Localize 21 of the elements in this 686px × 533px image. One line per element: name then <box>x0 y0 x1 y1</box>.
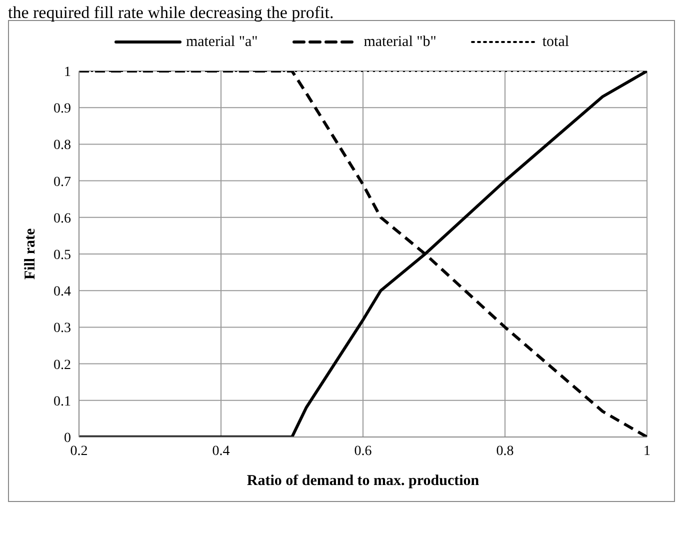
x-tick-label: 0.8 <box>496 444 514 459</box>
x-tick-label: 1 <box>644 444 650 459</box>
y-tick-label: 1 <box>64 64 71 80</box>
legend-label: material "b" <box>364 34 436 50</box>
y-tick-label: 0.9 <box>54 102 71 117</box>
y-tick-label: 0.1 <box>54 394 71 410</box>
y-tick-label: 0.4 <box>54 284 71 300</box>
legend-label: material "a" <box>186 34 258 50</box>
y-tick-label: 0.3 <box>54 321 71 336</box>
y-tick-label: 0.7 <box>54 174 71 190</box>
y-tick-label: 0.5 <box>54 248 71 263</box>
text: the required fill rate while decreasing the profit. <box>8 3 335 22</box>
x-tick-label: 0.6 <box>354 444 372 459</box>
y-tick-label: 0.2 <box>54 358 71 373</box>
y-tick-label: 0.8 <box>54 138 71 154</box>
y-tick-label: 0.6 <box>54 211 71 226</box>
x-tick-label: 0.4 <box>212 444 230 459</box>
y-tick-label: 0 <box>64 430 71 446</box>
y-axis-title: Fill rate <box>22 228 38 280</box>
x-axis-title: Ratio of demand to max. production <box>246 473 480 489</box>
legend-label: total <box>542 34 570 50</box>
